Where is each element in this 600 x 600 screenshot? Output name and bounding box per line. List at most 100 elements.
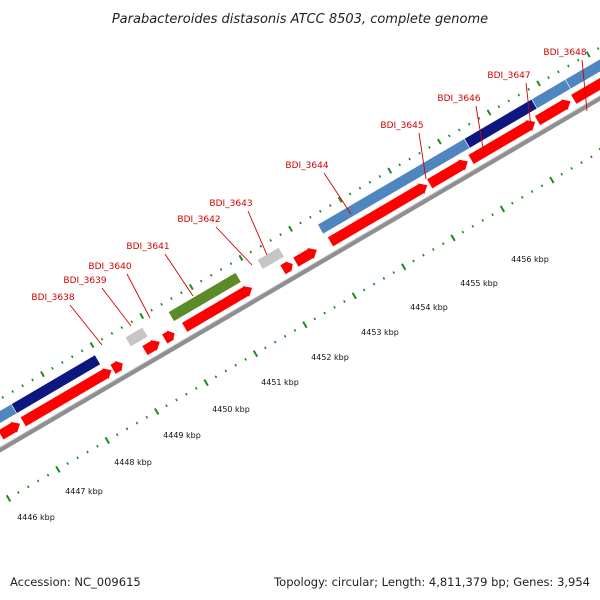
- ruler-tick-label: 4446 kbp: [17, 513, 55, 522]
- cds-track: [0, 77, 600, 441]
- label-leader-line: [525, 82, 532, 128]
- backbone-highlight: [0, 95, 600, 448]
- ruler-tick: [590, 155, 593, 159]
- ruler-tick: [461, 230, 465, 234]
- ruler-tick: [26, 485, 30, 489]
- label-leader-line: [323, 172, 352, 215]
- upper-tick: [130, 320, 134, 324]
- ruler-tick: [302, 321, 308, 329]
- upper-tick: [398, 163, 401, 167]
- ruler-tick: [362, 288, 366, 292]
- ruler-tick: [115, 433, 119, 437]
- ruler-tick-label: 4456 kbp: [511, 255, 549, 264]
- label-leader-line: [418, 132, 427, 180]
- ruler-tick: [372, 282, 376, 286]
- upper-tick: [557, 70, 560, 74]
- upper-tick: [100, 337, 104, 341]
- gene-label: BDI_3646: [437, 94, 480, 104]
- upper-tick: [536, 80, 541, 87]
- ruler-ticks: [1, 47, 600, 502]
- ruler-tick: [293, 329, 297, 332]
- ruler-tick-label: 4454 kbp: [410, 303, 448, 312]
- upper-tick: [89, 341, 95, 349]
- ruler-tick: [145, 415, 149, 419]
- upper-tick: [80, 349, 84, 353]
- gene-label: BDI_3641: [126, 242, 169, 252]
- upper-tick: [368, 180, 372, 184]
- ruler-tick: [76, 456, 79, 460]
- ruler-tick: [55, 465, 61, 473]
- ruler-tick: [154, 407, 160, 416]
- upper-tick: [457, 128, 461, 132]
- cds-arrow: [467, 119, 536, 165]
- ruler-tick: [96, 444, 99, 448]
- ruler-tick: [283, 334, 287, 338]
- genome-summary-text: Topology: circular; Length: 4,811,379 bp…: [274, 575, 590, 589]
- gene-feature-block: [256, 246, 285, 270]
- cds-arrow: [534, 98, 572, 126]
- upper-tick: [309, 215, 312, 219]
- accession-text: Accession: NC_009615: [10, 575, 141, 589]
- gene-label: BDI_3638: [31, 293, 74, 303]
- cds-arrow: [141, 339, 161, 356]
- upper-tick: [428, 145, 431, 149]
- ruler-tick-label: 4451 kbp: [261, 378, 299, 387]
- upper-tick: [418, 151, 421, 155]
- upper-tick: [110, 331, 114, 335]
- ruler-tick: [499, 205, 506, 213]
- upper-tick: [567, 64, 570, 68]
- upper-tick: [199, 279, 203, 283]
- upper-tick: [517, 93, 521, 97]
- upper-tick: [238, 254, 244, 261]
- genome-backbone: [0, 95, 600, 453]
- ruler-tick: [264, 346, 267, 350]
- ruler-tick: [214, 375, 218, 379]
- upper-tick: [139, 312, 145, 320]
- ruler-tick: [224, 369, 228, 373]
- ruler-tick: [175, 398, 178, 402]
- cds-arrow: [0, 421, 21, 441]
- upper-tick: [477, 116, 481, 120]
- ruler-tick: [560, 172, 564, 176]
- upper-tick: [31, 378, 34, 382]
- ruler-tick-label: 4449 kbp: [163, 431, 201, 440]
- upper-tick: [408, 157, 411, 161]
- cds-arrow: [292, 247, 318, 268]
- ruler-labels: 4446 kbp 4447 kbp 4448 kbp 4449 kbp 4450 kbp…: [17, 255, 549, 522]
- gene-label: BDI_3643: [209, 199, 252, 209]
- upper-tick: [120, 326, 124, 330]
- upper-tick: [150, 308, 153, 312]
- upper-tick: [348, 192, 352, 196]
- upper-tick: [21, 384, 24, 388]
- upper-tick: [1, 395, 5, 399]
- upper-tick: [576, 58, 580, 62]
- upper-tick: [378, 175, 382, 178]
- upper-tick: [51, 366, 54, 370]
- upper-tick: [547, 76, 550, 80]
- ruler-tick: [511, 201, 514, 205]
- ruler-tick-label: 4453 kbp: [361, 328, 399, 337]
- upper-tick: [229, 262, 233, 266]
- gene-label: BDI_3645: [380, 121, 423, 131]
- ruler-tick: [441, 242, 445, 246]
- upper-tick: [160, 302, 163, 306]
- gene-feature-block: [124, 326, 149, 348]
- ruler-tick: [580, 161, 583, 165]
- ruler-tick: [530, 190, 534, 193]
- label-leader-line: [215, 226, 253, 266]
- gene-label: BDI_3644: [285, 161, 328, 171]
- ruler-tick: [412, 259, 415, 263]
- upper-tick: [507, 99, 511, 103]
- label-leader-line: [581, 59, 588, 112]
- upper-tick: [259, 244, 263, 248]
- upper-tick: [11, 390, 14, 394]
- ruler-tick: [351, 292, 357, 300]
- ruler-tick: [194, 386, 198, 390]
- gene-feature-block: [167, 272, 242, 322]
- upper-tick: [61, 361, 64, 364]
- ruler-tick-label: 4450 kbp: [212, 405, 250, 414]
- ruler-tick: [491, 213, 494, 217]
- backbone-line: [0, 95, 600, 453]
- label-leader-line: [69, 304, 103, 346]
